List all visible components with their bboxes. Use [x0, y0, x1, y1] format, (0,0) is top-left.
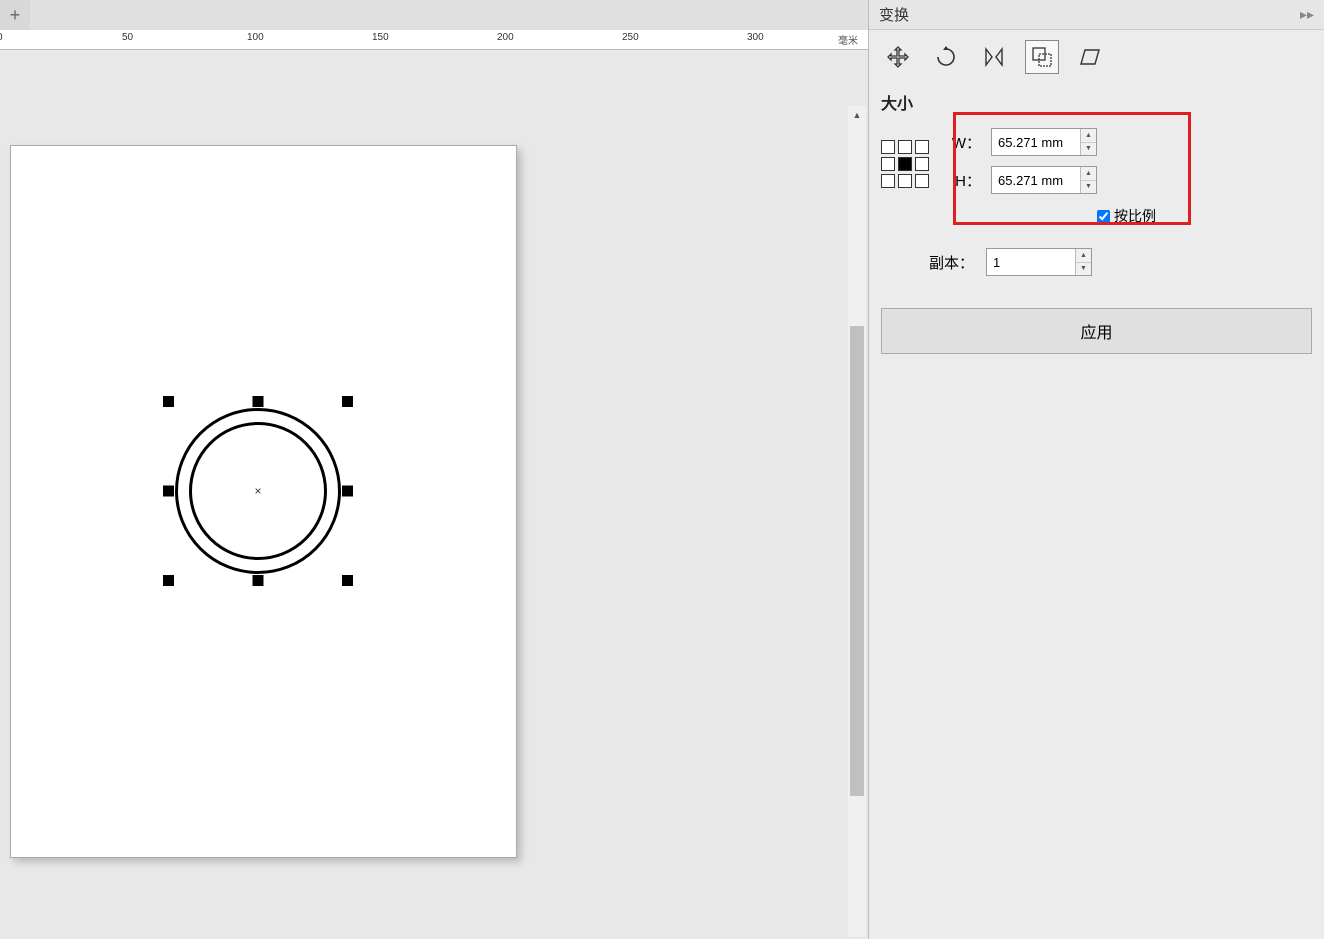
ruler-tick-label: 250 — [622, 32, 639, 43]
anchor-e[interactable] — [915, 157, 929, 171]
size-tool-button[interactable] — [1025, 40, 1059, 74]
selected-object[interactable]: × — [163, 396, 353, 586]
proportional-checkbox[interactable] — [1097, 210, 1110, 223]
width-spinner[interactable]: ▲ ▼ — [991, 128, 1097, 156]
canvas-viewport[interactable]: × ▲ — [0, 50, 868, 939]
ruler-tick-label: 200 — [497, 32, 514, 43]
anchor-se[interactable] — [915, 174, 929, 188]
ruler-tick-label: 0 — [0, 32, 3, 43]
horizontal-ruler[interactable]: 0 50 100 150 200 250 300 毫米 — [0, 30, 868, 50]
copies-step-up[interactable]: ▲ — [1076, 249, 1091, 263]
anchor-n[interactable] — [898, 140, 912, 154]
rotate-icon — [935, 46, 957, 68]
rotate-tool-button[interactable] — [929, 40, 963, 74]
selection-center-marker: × — [254, 484, 261, 498]
resize-handle-s[interactable] — [253, 575, 264, 586]
anchor-center[interactable] — [898, 157, 912, 171]
size-section-label: 大小 — [869, 84, 1324, 120]
width-input[interactable] — [992, 129, 1080, 155]
panel-header: 变换 ▸▸ — [869, 0, 1324, 30]
anchor-s[interactable] — [898, 174, 912, 188]
transform-tool-row — [869, 30, 1324, 84]
size-icon — [1031, 46, 1053, 68]
copies-label: 副本： — [929, 252, 974, 273]
resize-handle-e[interactable] — [342, 486, 353, 497]
width-label: W： — [949, 132, 981, 153]
width-step-down[interactable]: ▼ — [1081, 143, 1096, 156]
canvas-area: + 0 50 100 150 200 250 300 毫米 — [0, 0, 868, 939]
resize-handle-se[interactable] — [342, 575, 353, 586]
vertical-scrollbar[interactable]: ▲ — [848, 106, 866, 937]
apply-button[interactable]: 应用 — [881, 308, 1312, 354]
copies-step-down[interactable]: ▼ — [1076, 263, 1091, 276]
add-tab-button[interactable]: + — [0, 0, 30, 30]
anchor-w[interactable] — [881, 157, 895, 171]
height-step-up[interactable]: ▲ — [1081, 167, 1096, 181]
scroll-thumb[interactable] — [850, 326, 864, 796]
mirror-tool-button[interactable] — [977, 40, 1011, 74]
resize-handle-ne[interactable] — [342, 396, 353, 407]
anchor-nw[interactable] — [881, 140, 895, 154]
resize-handle-w[interactable] — [163, 486, 174, 497]
height-step-down[interactable]: ▼ — [1081, 181, 1096, 194]
skew-tool-button[interactable] — [1073, 40, 1107, 74]
anchor-origin-grid[interactable] — [881, 140, 929, 188]
document-tab-bar: + — [0, 0, 868, 30]
height-input[interactable] — [992, 167, 1080, 193]
proportional-label: 按比例 — [1114, 206, 1156, 226]
ruler-tick-label: 150 — [372, 32, 389, 43]
anchor-sw[interactable] — [881, 174, 895, 188]
height-spinner[interactable]: ▲ ▼ — [991, 166, 1097, 194]
copies-spinner[interactable]: ▲ ▼ — [986, 248, 1092, 276]
transform-panel: 变换 ▸▸ 大小 — [868, 0, 1324, 939]
panel-title: 变换 — [879, 4, 909, 25]
ruler-tick-label: 100 — [247, 32, 264, 43]
position-tool-button[interactable] — [881, 40, 915, 74]
resize-handle-sw[interactable] — [163, 575, 174, 586]
ruler-tick-label: 50 — [122, 32, 133, 43]
ruler-tick-label: 300 — [747, 32, 764, 43]
resize-handle-nw[interactable] — [163, 396, 174, 407]
panel-collapse-icon[interactable]: ▸▸ — [1300, 6, 1314, 23]
width-step-up[interactable]: ▲ — [1081, 129, 1096, 143]
anchor-ne[interactable] — [915, 140, 929, 154]
mirror-icon — [983, 46, 1005, 68]
copies-input[interactable] — [987, 249, 1075, 275]
height-label: H： — [949, 170, 981, 191]
move-icon — [887, 46, 909, 68]
ruler-unit-label: 毫米 — [838, 32, 858, 47]
scroll-up-arrow[interactable]: ▲ — [848, 106, 866, 124]
skew-icon — [1079, 46, 1101, 68]
resize-handle-n[interactable] — [253, 396, 264, 407]
